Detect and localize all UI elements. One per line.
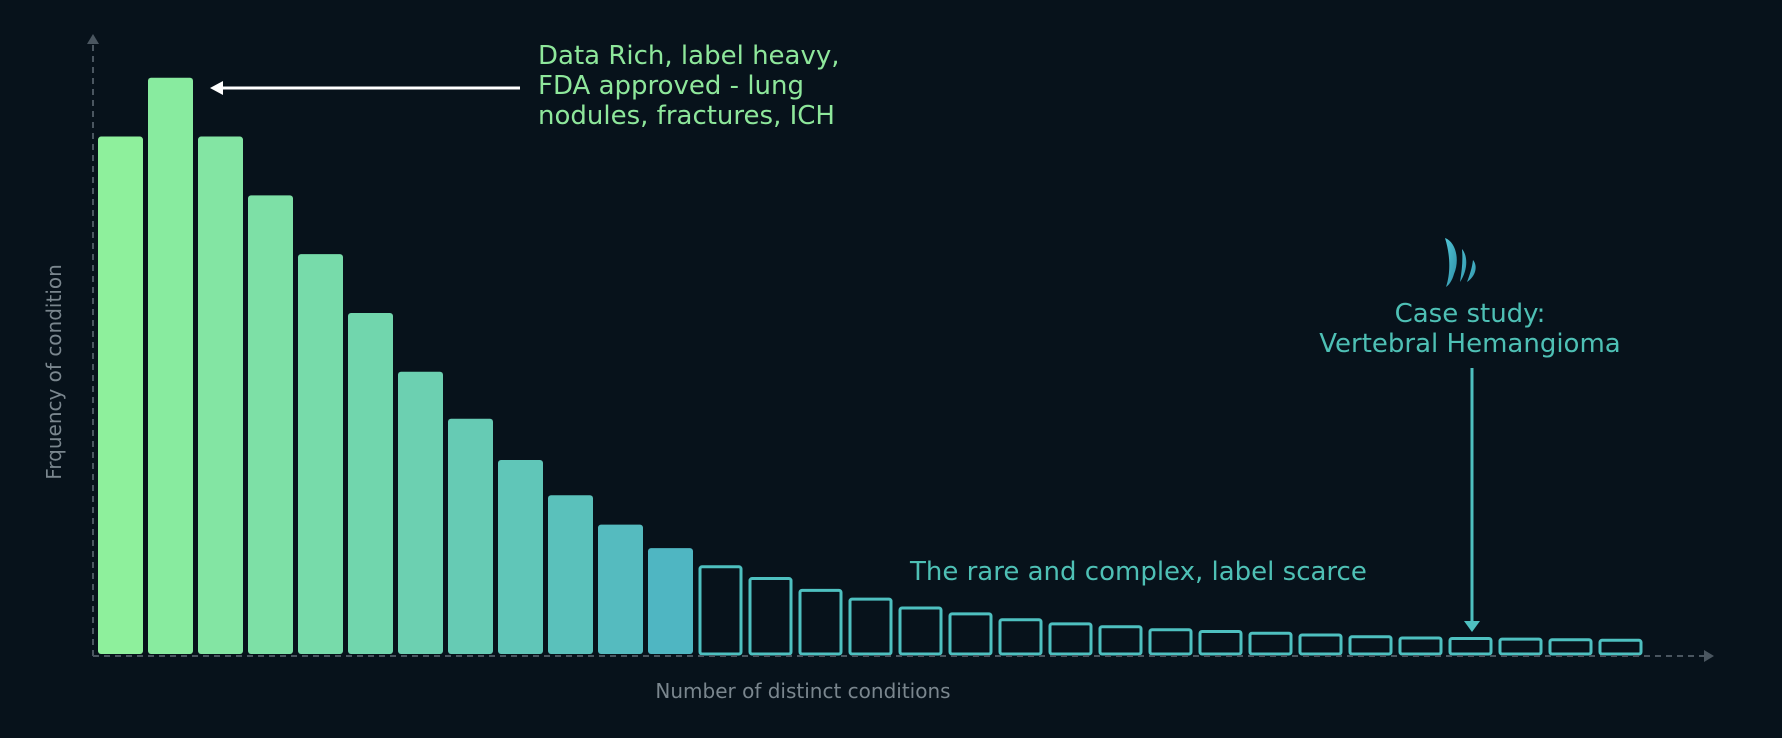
bar-outline	[998, 618, 1043, 656]
head-annotation: Data Rich, label heavy, FDA approved - l…	[538, 41, 840, 131]
bar-outline	[1498, 637, 1543, 656]
bar-filled	[548, 495, 593, 654]
bar-outline	[1298, 633, 1343, 656]
bar-filled	[98, 136, 143, 654]
bar-outline	[1598, 638, 1643, 656]
bar-filled	[248, 195, 293, 655]
axes-group	[87, 34, 1714, 662]
bar-outline	[1198, 629, 1243, 656]
bar-outline	[1398, 636, 1443, 656]
y-axis-arrowhead	[87, 34, 99, 44]
bar-outline	[748, 577, 793, 656]
bar-outline	[698, 565, 743, 656]
case-study-arrow	[1464, 368, 1480, 632]
bar-filled	[448, 418, 493, 654]
bars-group	[98, 77, 1643, 656]
case-study-line: Case study:	[1394, 299, 1546, 329]
x-axis-label: Number of distinct conditions	[655, 679, 950, 703]
bar-outline	[1548, 638, 1593, 656]
bar-outline	[1248, 631, 1293, 656]
brand-logo-icon	[1445, 238, 1476, 287]
bar-outline	[1098, 625, 1143, 656]
bar-outline	[798, 588, 843, 656]
bar-outline	[898, 606, 943, 656]
head-annotation-line: FDA approved - lung	[538, 71, 805, 101]
bar-outline-highlighted	[1448, 637, 1493, 656]
head-annotation-line: Data Rich, label heavy,	[538, 41, 840, 71]
bar-filled	[648, 548, 693, 654]
bar-filled	[598, 524, 643, 654]
bar-outline	[1048, 622, 1093, 656]
bar-filled	[348, 312, 393, 654]
case-study-line: Vertebral Hemangioma	[1319, 329, 1621, 359]
case-study-annotation: Case study: Vertebral Hemangioma	[1300, 299, 1640, 359]
x-axis-arrowhead	[1704, 650, 1714, 662]
bar-outline	[1148, 628, 1193, 656]
bar-filled	[198, 136, 243, 654]
tail-annotation: The rare and complex, label scarce	[910, 557, 1367, 587]
bar-filled	[398, 371, 443, 654]
bar-outline	[848, 597, 893, 656]
head-annotation-line: nodules, fractures, ICH	[538, 101, 835, 131]
bar-filled	[498, 459, 543, 654]
bar-outline	[1348, 635, 1393, 656]
y-axis-label: Frquency of condition	[42, 264, 66, 480]
head-annotation-arrow	[210, 81, 520, 95]
bar-filled	[298, 254, 343, 654]
bar-outline	[948, 612, 993, 656]
bar-filled	[148, 77, 193, 654]
